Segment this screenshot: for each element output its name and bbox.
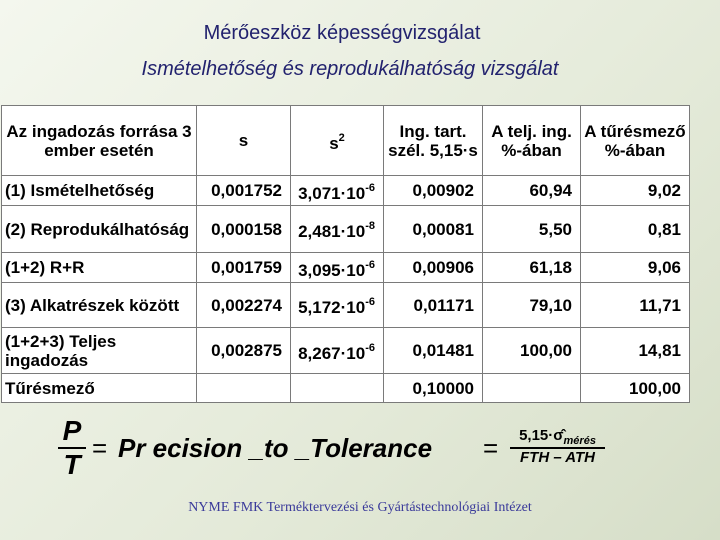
cell — [196, 373, 291, 403]
cell: 60,94 — [482, 175, 581, 206]
denominator: FTH – ATH — [510, 447, 605, 466]
cell: 0,00902 — [383, 175, 483, 206]
cell: 61,18 — [482, 252, 581, 283]
cell-base: 3,095·10 — [298, 260, 366, 280]
cell: 0,10000 — [383, 373, 483, 403]
equals: = — [483, 433, 499, 463]
cell: 3,071·10-6 — [290, 175, 384, 206]
column-header: Ing. tart. szél. 5,15·s — [383, 105, 483, 176]
cell-base: 3,071·10 — [298, 183, 366, 203]
cell: 3,095·10-6 — [290, 252, 384, 283]
cell: 0,00906 — [383, 252, 483, 283]
cell — [482, 373, 581, 403]
cell: 9,02 — [580, 175, 690, 206]
cell: 2,481·10-8 — [290, 205, 384, 253]
cell: 0,002875 — [196, 327, 291, 374]
column-header: s — [196, 105, 291, 176]
column-header: s2 — [290, 105, 384, 176]
equals: = — [92, 433, 108, 463]
cell: 0,01171 — [383, 282, 483, 328]
fraction: 5,15·σ̂mérés FTH – ATH — [510, 427, 605, 466]
cell-base: 8,267·10 — [298, 343, 366, 363]
fraction: P T — [58, 415, 86, 481]
column-header: Az ingadozás forrása 3 ember esetén — [1, 105, 197, 176]
exponent: 2 — [338, 131, 345, 144]
cell: 0,001759 — [196, 252, 291, 283]
footer: NYME FMK Terméktervezési és Gyártástechn… — [188, 500, 532, 515]
cell: 100,00 — [482, 327, 581, 374]
denominator: T — [58, 447, 86, 481]
cell-base: 2,481·10 — [298, 222, 366, 241]
cell: 0,000158 — [196, 205, 291, 253]
cell: 0,81 — [580, 205, 690, 253]
table-row: (2) Reprodukálhatóság 0,000158 2,481·10-8 0… — [1, 205, 690, 253]
data-table: Az ingadozás forrása 3 ember esetén s s2 In… — [1, 105, 690, 403]
table-row: (1+2) R+R 0,001759 3,095·10-6 0,00906 61,18 9… — [1, 252, 690, 283]
row-label: (1+2) R+R — [1, 252, 197, 283]
subtitle: Ismételhetőség és reprodukálhatóság vizs… — [141, 58, 559, 80]
cell: 5,50 — [482, 205, 581, 253]
title: Mérőeszköz képességvizsgálat — [203, 22, 481, 44]
cell: 79,10 — [482, 282, 581, 328]
cell: 11,71 — [580, 282, 690, 328]
cell — [290, 373, 384, 403]
cell: 0,001752 — [196, 175, 291, 206]
header-row: Az ingadozás forrása 3 ember esetén s s2 In… — [1, 105, 690, 176]
table-row: (3) Alkatrészek között 0,002274 5,172·10-6… — [1, 282, 690, 328]
row-label: (1+2+3) Teljes ingadozás — [1, 327, 197, 374]
exponent: -8 — [365, 220, 375, 232]
cell: 100,00 — [580, 373, 690, 403]
exponent: -6 — [365, 296, 375, 308]
numerator: P — [62, 415, 82, 446]
numerator-text: 5,15·σ̂ — [519, 427, 564, 444]
cell: 0,00081 — [383, 205, 483, 253]
table-row: (1) Ismételhetőség 0,001752 3,071·10-6 0,00… — [1, 175, 690, 206]
cell: 5,172·10-6 — [290, 282, 384, 328]
row-label: (1) Ismételhetőség — [1, 175, 197, 206]
subscript: mérés — [563, 435, 596, 447]
column-header: A telj. ing. %-ában — [482, 105, 581, 176]
cell-base: 5,172·10 — [298, 298, 366, 317]
cell: 8,267·10-6 — [290, 327, 384, 374]
formula-text: Pr ecision _to _Tolerance — [118, 433, 433, 463]
column-header: A tűrésmező %-ában — [580, 105, 690, 176]
row-label: Tűrésmező — [1, 373, 197, 403]
cell: 0,002274 — [196, 282, 291, 328]
cell: 0,01481 — [383, 327, 483, 374]
row-label: (2) Reprodukálhatóság — [1, 205, 197, 253]
numerator: 5,15·σ̂mérés — [510, 427, 605, 447]
cell-base: s — [329, 133, 339, 153]
exponent: -6 — [365, 258, 375, 271]
exponent: -6 — [365, 181, 375, 194]
table-row: Tűrésmező 0,10000 100,00 — [1, 373, 690, 403]
row-label: (3) Alkatrészek között — [1, 282, 197, 328]
cell: 14,81 — [580, 327, 690, 374]
formula: P T = Pr ecision _to _Tolerance = 5,15·σ… — [58, 415, 678, 490]
exponent: -6 — [365, 341, 375, 354]
cell: 9,06 — [580, 252, 690, 283]
table-row: (1+2+3) Teljes ingadozás 0,002875 8,267·10… — [1, 327, 690, 374]
